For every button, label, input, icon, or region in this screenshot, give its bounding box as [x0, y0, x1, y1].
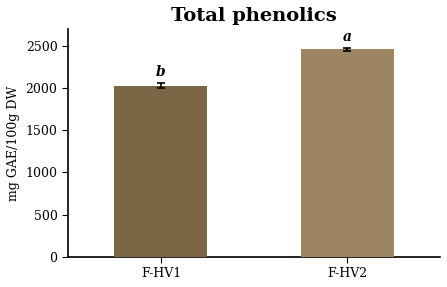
Bar: [300, 49, 393, 257]
Text: b: b: [156, 65, 166, 79]
Title: Total phenolics: Total phenolics: [171, 7, 337, 25]
Text: a: a: [342, 30, 351, 44]
Y-axis label: mg GAE/100g DW: mg GAE/100g DW: [7, 85, 20, 201]
Bar: [114, 86, 207, 257]
